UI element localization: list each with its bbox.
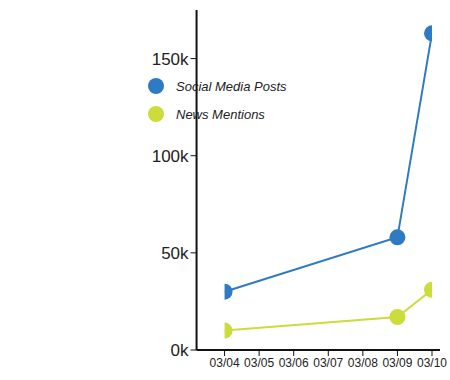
svg-text:03/10: 03/10 xyxy=(417,356,447,370)
svg-text:03/09: 03/09 xyxy=(382,356,412,370)
svg-text:03/04: 03/04 xyxy=(210,356,240,370)
svg-text:50k: 50k xyxy=(161,244,189,263)
svg-text:03/05: 03/05 xyxy=(244,356,274,370)
svg-text:03/08: 03/08 xyxy=(348,356,378,370)
html-text:News Mentions: News Mentions xyxy=(176,106,265,122)
svg-text:03/06: 03/06 xyxy=(279,356,309,370)
svg-text:100k: 100k xyxy=(152,147,189,166)
svg-text:03/07: 03/07 xyxy=(313,356,343,370)
svg-text:0k: 0k xyxy=(171,341,189,360)
svg-text:150k: 150k xyxy=(152,50,189,69)
html-text:Social Media Posts: Social Media Posts xyxy=(176,78,287,94)
